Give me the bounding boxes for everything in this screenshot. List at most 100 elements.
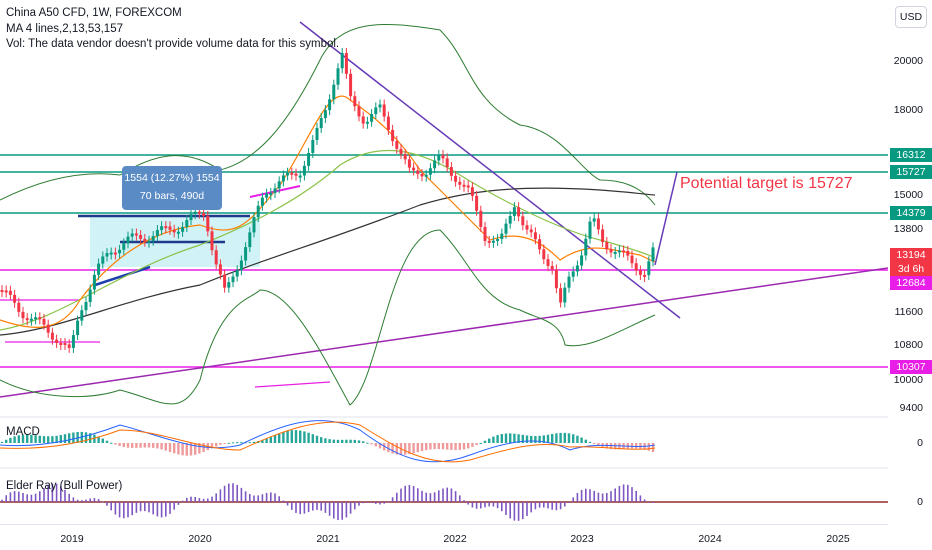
macd-bar: [349, 439, 352, 443]
candle-body: [105, 253, 109, 257]
elder-bar: [169, 502, 171, 514]
candle-body: [647, 261, 651, 276]
macd-bar: [404, 443, 407, 455]
candle-body: [311, 139, 315, 153]
candle-body: [651, 247, 655, 262]
volume-indicator-label[interactable]: Vol: The data vendor doesn't provide vol…: [6, 38, 340, 50]
elder-bar: [26, 494, 28, 502]
price-axis-label: 11600: [894, 306, 923, 318]
chart-area[interactable]: [0, 0, 889, 525]
elder-ray-pane-label[interactable]: Elder Ray (Bull Power): [6, 480, 123, 492]
elder-bar: [643, 499, 646, 502]
elder-bar: [186, 497, 188, 502]
candle-body: [529, 229, 533, 233]
candle-body: [307, 152, 311, 166]
candle-body: [315, 128, 319, 140]
price-tag-current: 13194: [890, 248, 932, 262]
macd-bar: [483, 440, 487, 443]
candle-body: [374, 107, 378, 115]
elder-bar: [526, 502, 528, 516]
elder-bar: [467, 502, 469, 505]
elder-bar: [601, 493, 604, 502]
candle-body: [491, 240, 495, 243]
macd-bar: [101, 438, 104, 443]
candle-body: [88, 289, 92, 302]
currency-button[interactable]: USD: [895, 6, 927, 28]
elder-bar: [228, 483, 230, 502]
macd-bar: [261, 440, 264, 443]
candle-body: [231, 276, 235, 283]
elder-bar: [480, 502, 482, 509]
candle-body: [370, 114, 374, 122]
range-slope-line[interactable]: [94, 265, 151, 287]
macd-bar: [290, 430, 293, 443]
elder-bar: [144, 502, 146, 512]
elder-bar: [299, 502, 301, 515]
projection-line[interactable]: [654, 171, 678, 266]
macd-bar: [475, 443, 478, 446]
macd-bar: [362, 441, 365, 443]
macd-bar: [68, 433, 71, 443]
elder-bar: [492, 502, 495, 507]
elder-bar: [517, 502, 520, 521]
macd-bar: [492, 436, 495, 443]
candle-body: [525, 225, 529, 230]
price-tag-10307: 10307: [890, 360, 932, 374]
elder-bar: [18, 491, 20, 502]
candle-body: [412, 167, 416, 171]
macd-bar: [320, 437, 323, 443]
macd-bar: [479, 442, 482, 444]
candle-body: [202, 213, 206, 216]
elder-bar: [76, 499, 79, 502]
macd-pane-label[interactable]: MACD: [6, 426, 40, 438]
macd-bar: [576, 435, 579, 443]
candle-body: [634, 263, 638, 271]
descending-trendline[interactable]: [299, 21, 681, 319]
macd-bar: [105, 440, 109, 443]
long-term-trendline[interactable]: [0, 267, 889, 398]
candle-body: [151, 236, 155, 241]
candle-body: [130, 233, 134, 237]
elder-bar: [97, 499, 100, 502]
elder-bar: [568, 502, 570, 503]
target-annotation[interactable]: Potential target is 15727: [680, 175, 853, 192]
candle-body: [563, 287, 567, 303]
price-axis-label: 10800: [893, 339, 923, 351]
macd-bar: [294, 430, 298, 443]
symbol-title[interactable]: China A50 CFD, 1W, FOREXCOM: [6, 7, 182, 19]
candle-body: [92, 274, 96, 290]
elder-bar: [173, 502, 175, 510]
price-scale[interactable]: USD 20000 18000 15000 13800 11600 10800 …: [888, 0, 932, 525]
macd-bar: [517, 434, 520, 443]
macd-bar: [135, 443, 138, 448]
elder-bar: [47, 485, 49, 502]
macd-bar: [26, 434, 29, 443]
macd-bar: [273, 435, 277, 443]
candle-body: [80, 310, 84, 321]
macd-bar: [189, 443, 193, 456]
macd-bar: [173, 443, 176, 454]
macd-bar: [630, 443, 634, 449]
macd-bar: [0, 441, 4, 443]
time-axis[interactable]: 2019 2020 2021 2022 2023 2024 2025: [0, 524, 888, 550]
ma-indicator-label[interactable]: MA 4 lines,2,13,53,157: [6, 22, 123, 35]
macd-bar: [240, 442, 243, 444]
macd-bar: [215, 443, 218, 447]
macd-bar: [370, 443, 373, 445]
candle-body: [101, 256, 105, 264]
elder-bar: [102, 501, 104, 503]
chart-canvas[interactable]: [0, 0, 889, 525]
candle-body: [504, 223, 508, 234]
pink-segment-2[interactable]: [254, 381, 331, 388]
macd-bar: [210, 443, 214, 449]
candle-body: [50, 332, 54, 340]
elder-bar: [211, 496, 213, 502]
elder-bar: [337, 502, 339, 521]
candle-body: [244, 247, 248, 261]
candle-body: [365, 121, 369, 124]
macd-bar: [118, 443, 121, 447]
candle-body: [533, 232, 537, 240]
candle-body: [235, 270, 239, 277]
macd-bar: [13, 436, 16, 443]
macd-zero-label: 0: [917, 437, 923, 449]
